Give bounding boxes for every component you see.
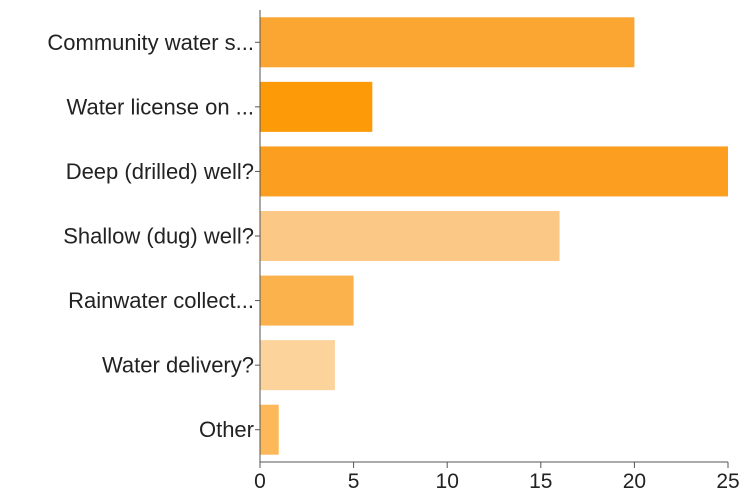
category-label-deep-drilled-well: Deep (drilled) well? bbox=[66, 159, 254, 184]
category-label-water-delivery: Water delivery? bbox=[102, 353, 254, 378]
bar-deep-drilled-well bbox=[260, 146, 728, 197]
category-label-water-license-on: Water license on ... bbox=[67, 94, 254, 119]
y-ticks-group bbox=[255, 41, 260, 431]
x-tick-label-20: 20 bbox=[623, 470, 646, 493]
x-tick-label-25: 25 bbox=[716, 470, 739, 493]
category-label-shallow-dug-well: Shallow (dug) well? bbox=[63, 224, 254, 249]
bar-water-license-on bbox=[260, 81, 373, 132]
x-tick-label-15: 15 bbox=[529, 470, 552, 493]
bar-other bbox=[260, 404, 279, 455]
bars-group bbox=[260, 17, 728, 455]
category-label-community-water-s: Community water s... bbox=[47, 30, 254, 55]
category-labels-group: Community water s... Water license on ...… bbox=[47, 30, 254, 442]
category-label-rainwater-collect: Rainwater collect... bbox=[68, 288, 254, 313]
category-label-other: Other bbox=[199, 417, 254, 442]
x-tick-label-10: 10 bbox=[436, 470, 459, 493]
x-axis-group: 0 5 10 15 20 25 bbox=[254, 461, 740, 493]
bar-community-water-s bbox=[260, 17, 635, 68]
bar-water-delivery bbox=[260, 340, 335, 391]
x-tick-label-0: 0 bbox=[254, 470, 266, 493]
bar-shallow-dug-well bbox=[260, 211, 560, 261]
x-tick-label-5: 5 bbox=[348, 470, 360, 493]
bar-rainwater-collect bbox=[260, 275, 354, 326]
